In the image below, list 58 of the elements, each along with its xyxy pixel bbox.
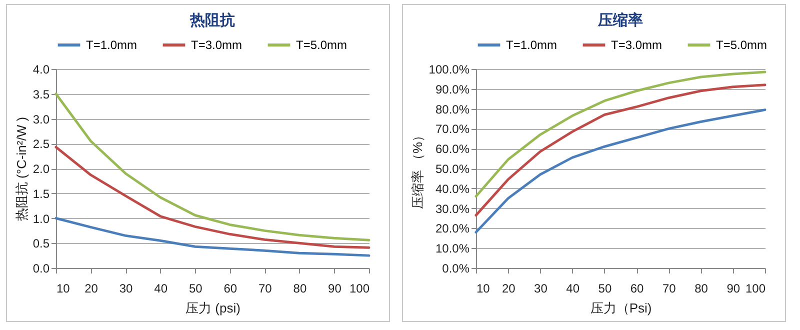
line-series — [474, 84, 766, 217]
y-tick-label: 30.0% — [435, 202, 470, 216]
legend-label: T=5.0mm — [716, 38, 768, 52]
y-tick-label: 60.0% — [435, 142, 470, 156]
y-tick-label: 50.0% — [435, 162, 470, 176]
x-tick-label: 100 — [745, 282, 766, 296]
x-tick-label: 20 — [502, 282, 516, 296]
x-tick-label: 60 — [630, 282, 644, 296]
legend-label: T=1.0mm — [506, 38, 558, 52]
x-tick-label: 80 — [694, 282, 708, 296]
y-tick-label: 40.0% — [435, 182, 470, 196]
x-tick-label: 10 — [476, 282, 490, 296]
y-tick-label: 0.5 — [32, 236, 50, 251]
y-tick-label: 1.0 — [32, 212, 50, 226]
line-series — [54, 217, 370, 257]
x-tick-label: 10 — [56, 282, 70, 296]
x-tick-label: 50 — [598, 282, 612, 296]
y-tick-label: 0.0 — [32, 262, 50, 276]
y-tick-label: 20.0% — [435, 222, 470, 236]
chart-title: 压缩率 — [597, 11, 643, 29]
x-tick-label: 40 — [566, 282, 580, 296]
x-tick-label: 100 — [349, 282, 370, 296]
x-tick-label: 70 — [258, 282, 272, 296]
y-tick-label: 70.0% — [435, 122, 470, 136]
x-tick-label: 30 — [119, 282, 134, 296]
x-tick-label: 30 — [534, 282, 548, 296]
line-series — [474, 70, 766, 198]
y-tick-label: 3.0 — [32, 112, 50, 126]
line-series — [54, 92, 370, 242]
y-tick-label: 3.5 — [32, 87, 50, 102]
legend-label: T=5.0mm — [296, 38, 348, 52]
y-tick-label: 2.5 — [32, 137, 50, 152]
x-tick-label: 40 — [154, 282, 168, 296]
y-axis-title: 压缩率 （%） — [410, 128, 425, 210]
y-tick-label: 0.0% — [442, 262, 470, 276]
x-tick-label: 80 — [293, 282, 307, 296]
y-tick-label: 2.0 — [32, 162, 50, 176]
x-axis-title: 压力 (psi) — [186, 300, 240, 316]
line-series — [54, 146, 370, 249]
x-axis-title: 压力（Psi) — [590, 300, 652, 316]
y-tick-label: 90.0% — [435, 82, 470, 96]
x-tick-label: 20 — [84, 282, 98, 296]
x-tick-label: 60 — [224, 282, 238, 296]
y-tick-label: 4.0 — [32, 62, 50, 76]
legend-label: T=3.0mm — [611, 38, 662, 52]
line-series — [474, 108, 766, 234]
x-tick-label: 70 — [662, 282, 676, 296]
legend-label: T=1.0mm — [86, 38, 138, 52]
y-axis-title: 热阻抗 (°C-in²/W ) — [14, 116, 29, 222]
chart-title: 热阻抗 — [189, 12, 235, 29]
x-tick-label: 90 — [328, 282, 342, 296]
x-tick-label: 50 — [188, 282, 203, 296]
y-tick-label: 80.0% — [435, 102, 470, 116]
legend-label: T=3.0mm — [191, 38, 242, 52]
y-tick-label: 1.5 — [32, 186, 50, 201]
y-tick-label: 10.0% — [435, 242, 470, 256]
x-tick-label: 90 — [726, 282, 740, 296]
y-tick-label: 100.0% — [428, 62, 470, 76]
